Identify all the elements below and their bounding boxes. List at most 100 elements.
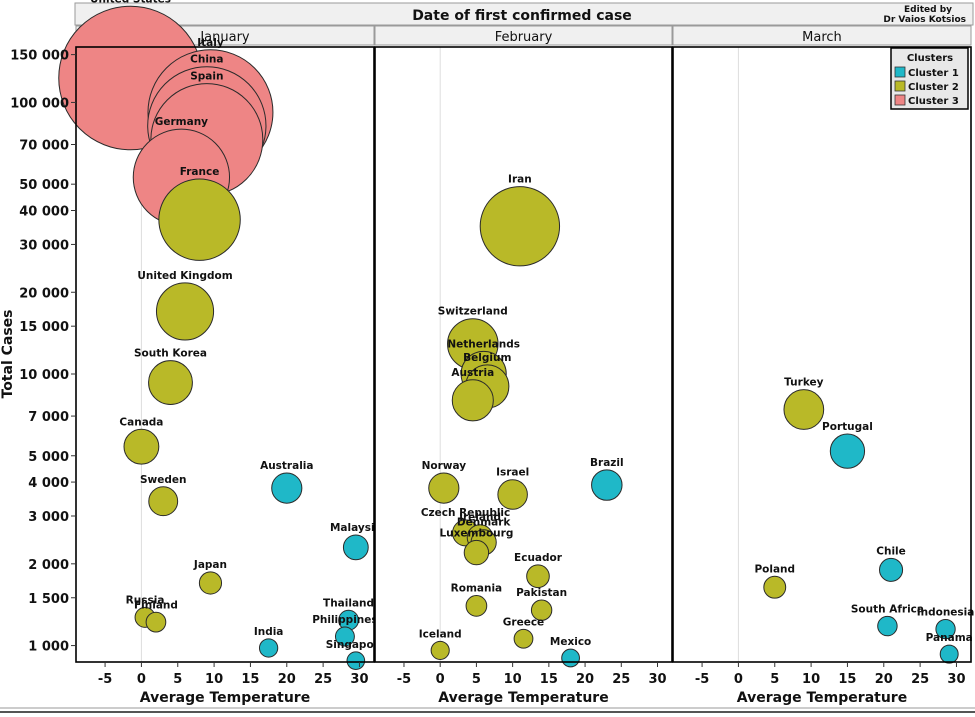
label-germany: Germany [155, 116, 208, 128]
bubble-norway [428, 472, 460, 504]
label-israel: Israel [496, 467, 529, 479]
label-singapore: Singapore [326, 639, 386, 651]
label-philippines: Philippines [312, 614, 377, 626]
label-austria: Austria [451, 367, 494, 379]
x-tick-5: 5 [472, 672, 481, 687]
legend-swatch-3 [894, 94, 906, 106]
x-tick-15: 15 [241, 672, 259, 687]
label-united-states: United States [90, 0, 171, 5]
y-tick-2000: 2 000 [28, 558, 69, 573]
label-finland: Finland [134, 599, 178, 611]
bubble-brazil [591, 469, 623, 501]
x-tick-30: 30 [648, 672, 666, 687]
bubble-iceland [430, 640, 450, 660]
bubble-luxembourg [463, 539, 490, 566]
legend-swatch-1 [894, 66, 906, 78]
y-tick-4000: 4 000 [28, 476, 69, 491]
y-tick-50000: 50 000 [19, 178, 69, 193]
label-ireland: Ireland [459, 512, 501, 524]
x-tick-20: 20 [278, 672, 296, 687]
x-tick-5: 5 [173, 672, 182, 687]
label-czech-republic: Czech Republic [421, 507, 510, 519]
label-panama: Panama [926, 632, 973, 644]
label-mexico: Mexico [550, 636, 591, 648]
x-tick-20: 20 [875, 672, 893, 687]
label-malaysia: Malaysia [330, 522, 382, 534]
y-tick-7000: 7 000 [28, 410, 69, 425]
x-tick-15: 15 [838, 672, 856, 687]
x-tick-30: 30 [947, 672, 965, 687]
bubble-poland [763, 575, 787, 599]
x-tick-0: 0 [137, 672, 146, 687]
bubble-austria [451, 379, 494, 422]
bubble-australia [271, 472, 303, 504]
bubble-india [258, 638, 279, 658]
label-china: China [190, 54, 223, 66]
bubble-sweden [148, 486, 179, 517]
label-ecuador: Ecuador [514, 552, 563, 564]
y-tick-40000: 40 000 [19, 205, 69, 220]
label-south-korea: South Korea [134, 348, 207, 360]
panel-header-march: March [802, 30, 842, 45]
x-tick-10: 10 [802, 672, 820, 687]
y-tick-3000: 3 000 [28, 510, 69, 525]
label-belgium: Belgium [463, 352, 511, 364]
label-pakistan: Pakistan [516, 587, 567, 599]
label-india: India [254, 626, 284, 638]
x-tick--5: -5 [98, 672, 112, 687]
bubble-south-africa [877, 615, 898, 637]
y-tick-100000: 100 000 [10, 96, 69, 111]
x-tick-0: 0 [734, 672, 743, 687]
label-australia: Australia [260, 460, 313, 472]
legend-item-3: Cluster 3 [908, 96, 959, 107]
x-tick-25: 25 [911, 672, 929, 687]
x-tick--5: -5 [397, 672, 411, 687]
x-axis-label: Average Temperature [140, 690, 310, 706]
panel-header-january: January [199, 30, 250, 45]
bubble-pakistan [530, 599, 553, 621]
label-greece: Greece [503, 616, 544, 628]
bubble-canada [123, 428, 160, 465]
x-tick-25: 25 [314, 672, 332, 687]
label-indonesia: Indonesia [917, 606, 975, 618]
label-chile: Chile [876, 545, 906, 557]
bubble-philippines [334, 626, 355, 647]
x-axis-label: Average Temperature [737, 690, 907, 706]
bubble-iran [479, 186, 561, 267]
bubble-indonesia [935, 618, 956, 640]
credit-line-1: Edited by [904, 5, 952, 15]
label-iceland: Iceland [419, 628, 462, 640]
y-axis-label: Total Cases [0, 309, 16, 398]
bubble-panama [939, 644, 959, 664]
label-italy: Italy [197, 37, 224, 49]
legend-title: Clusters [907, 53, 953, 64]
bubble-france [158, 178, 241, 261]
label-norway: Norway [422, 460, 467, 472]
x-tick-25: 25 [612, 672, 630, 687]
y-tick-150000: 150 000 [10, 49, 69, 64]
bubble-turkey [783, 389, 825, 430]
label-switzerland: Switzerland [438, 306, 508, 318]
bubble-malaysia [342, 534, 369, 561]
label-spain: Spain [190, 71, 223, 83]
x-tick-15: 15 [540, 672, 558, 687]
label-iran: Iran [508, 174, 532, 186]
label-russia: Russia [126, 594, 165, 606]
label-poland: Poland [754, 563, 795, 575]
bubble-south-korea [148, 360, 193, 405]
y-tick-1500: 1 500 [28, 592, 69, 607]
bubble-singapore [346, 651, 366, 670]
bubble-romania [465, 595, 488, 617]
y-tick-30000: 30 000 [19, 238, 69, 253]
y-tick-15000: 15 000 [19, 320, 69, 335]
legend-item-2: Cluster 2 [908, 82, 959, 93]
y-tick-70000: 70 000 [19, 138, 69, 153]
y-tick-1000: 1 000 [28, 640, 69, 655]
label-portugal: Portugal [822, 421, 873, 433]
chart-title: Date of first confirmed case [412, 8, 632, 24]
bubble-mexico [561, 648, 580, 668]
y-tick-10000: 10 000 [19, 368, 69, 383]
label-thailand: Thailand [323, 597, 374, 609]
bubble-finland [145, 611, 167, 633]
